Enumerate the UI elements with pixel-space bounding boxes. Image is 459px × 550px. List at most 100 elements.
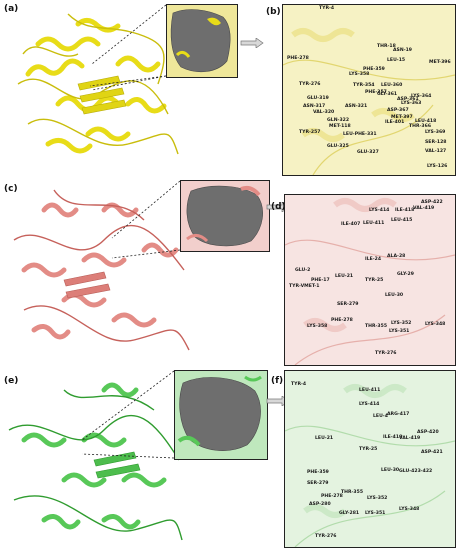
interaction-detail-green: TYR-4 LEU-411 LYS-414 LEU-4 ARG-417 ASP-… — [284, 370, 456, 548]
residue-label: LEU-30 — [385, 293, 404, 298]
residue-label: ASP-361 — [397, 97, 419, 102]
surface-inset-green — [174, 370, 268, 460]
residue-label: ILE-24 — [365, 257, 382, 262]
row-green: (e) (f) — [0, 366, 459, 550]
residue-label: ILE-418 — [395, 208, 415, 213]
interaction-detail-pink: ASP-422 VAL-419 LYS-414 ILE-418 LEU-415 … — [284, 194, 456, 366]
residue-label: ASP-420 — [417, 430, 439, 435]
protein-structure-green — [8, 382, 183, 541]
residue-label: PHE-359 — [307, 470, 329, 475]
residue-label: GLY-281 — [339, 511, 360, 516]
panel-label-b: (b) — [266, 7, 281, 17]
residue-label: TYR-VMET-1 — [289, 284, 320, 289]
residue-label: SER-279 — [307, 481, 329, 486]
residue-label: ASN-19 — [393, 48, 413, 53]
residue-label: ASN-321 — [345, 104, 368, 109]
residue-label: MET-118 — [329, 124, 351, 129]
panel-label-e: (e) — [4, 376, 19, 386]
residue-label: GLY-361 — [377, 92, 398, 97]
residue-label: PHE-278 — [287, 56, 309, 61]
residue-label: LEU-PHE-331 — [343, 132, 377, 137]
residue-label: LEU-21 — [335, 274, 354, 279]
residue-label: LEU-360 — [381, 83, 403, 88]
residue-label: ASP-421 — [421, 450, 443, 455]
residue-label: LYS-358 — [349, 72, 370, 77]
residue-label: GLN-322 — [327, 118, 350, 123]
residue-label: LYS-414 — [369, 208, 390, 213]
residue-label: TYR-257 — [299, 130, 321, 135]
residue-label: LYS-352 — [367, 496, 388, 501]
interaction-detail-yellow: TYR-4 THR-18 ASN-19 LEU-15 MET-396 PHE-2… — [282, 4, 456, 176]
panel-label-a: (a) — [4, 4, 19, 14]
residue-label: ARG-417 — [387, 412, 410, 417]
row-yellow: (a) — [0, 0, 459, 180]
residue-label: MET-396 — [429, 60, 451, 65]
residue-label: LYS-364 — [411, 94, 432, 99]
residue-label: LYS-348 — [399, 507, 420, 512]
residue-label: GLU-423-422 — [399, 469, 433, 474]
residue-label: LYS-348 — [425, 322, 446, 327]
residue-label: LEU-411 — [363, 221, 385, 226]
residue-label: LYS-352 — [391, 321, 412, 326]
residue-label: TYR-25 — [365, 278, 384, 283]
residue-label: GLU-2 — [295, 268, 311, 273]
residue-label: LYS-414 — [359, 402, 380, 407]
residue-label: TYR-4 — [319, 6, 335, 11]
residue-label: TYR-4 — [291, 382, 307, 387]
residue-label: LYS-363 — [401, 101, 422, 106]
residue-label: THR-355 — [341, 490, 364, 495]
residue-label: PHE-357 — [365, 90, 387, 95]
residue-label: LEU-415 — [391, 218, 413, 223]
residue-label: PHE-278 — [331, 318, 353, 323]
surface-inset-yellow — [166, 4, 238, 78]
residue-label: LYS-369 — [425, 130, 446, 135]
residue-label: ASN-317 — [303, 104, 326, 109]
residue-label: TYR-276 — [375, 351, 397, 356]
residue-label: LEU-4 — [373, 414, 388, 419]
residue-label: GLY-29 — [397, 272, 414, 277]
residue-label: MET-397 — [391, 115, 413, 120]
residue-label: GLU-327 — [357, 150, 379, 155]
zoom-lines-yellow — [89, 75, 167, 87]
panel-label-c: (c) — [4, 184, 18, 194]
residue-label: PHE-359 — [363, 67, 385, 72]
residue-label: VAL-419 — [413, 206, 435, 211]
residue-label: TYR-276 — [315, 534, 337, 539]
residue-label: THR-355 — [365, 324, 388, 329]
residue-label: LYS-358 — [307, 324, 328, 329]
residue-label: GLU-325 — [327, 144, 349, 149]
arrow-right-icon — [240, 38, 264, 48]
residue-label: GLU-319 — [307, 96, 329, 101]
residue-label: PHE-17 — [311, 278, 330, 283]
residue-label: ASP-422 — [421, 200, 443, 205]
residue-label: LEU-418 — [415, 119, 437, 124]
residue-label: ILE-407 — [341, 222, 361, 227]
residue-label: VAL-419 — [399, 436, 421, 441]
residue-label: TYR-276 — [299, 82, 321, 87]
residue-label: LEU-15 — [387, 58, 406, 63]
residue-label: LYS-126 — [427, 164, 448, 169]
residue-label: LEU-21 — [315, 436, 334, 441]
residue-label: ALA-28 — [387, 254, 406, 259]
residue-label: SER-279 — [337, 302, 359, 307]
residue-label: ASP-280 — [309, 502, 331, 507]
residue-label: ILE-418 — [383, 435, 403, 440]
residue-label: ASP-367 — [387, 108, 409, 113]
residue-label: THR-366 — [409, 124, 432, 129]
residue-label: LYS-351 — [389, 329, 410, 334]
residue-label: SER-128 — [425, 140, 447, 145]
protein-structure-pink — [13, 189, 190, 351]
residue-label: TYR-25 — [359, 447, 378, 452]
residue-label: LEU-411 — [359, 388, 381, 393]
residue-label: LEU-30 — [381, 468, 400, 473]
residue-label: VAL-320 — [313, 110, 335, 115]
panel-label-f: (f) — [271, 376, 284, 386]
row-pink: (c) (d) — [0, 180, 459, 366]
surface-inset-pink — [180, 180, 270, 252]
residue-label: LYS-351 — [365, 511, 386, 516]
residue-label: VAL-127 — [425, 149, 447, 154]
residue-label: PHE-278 — [321, 494, 343, 499]
panel-label-d: (d) — [271, 202, 286, 212]
residue-label: TYR-354 — [353, 83, 375, 88]
residue-label: ILE-401 — [385, 120, 405, 125]
